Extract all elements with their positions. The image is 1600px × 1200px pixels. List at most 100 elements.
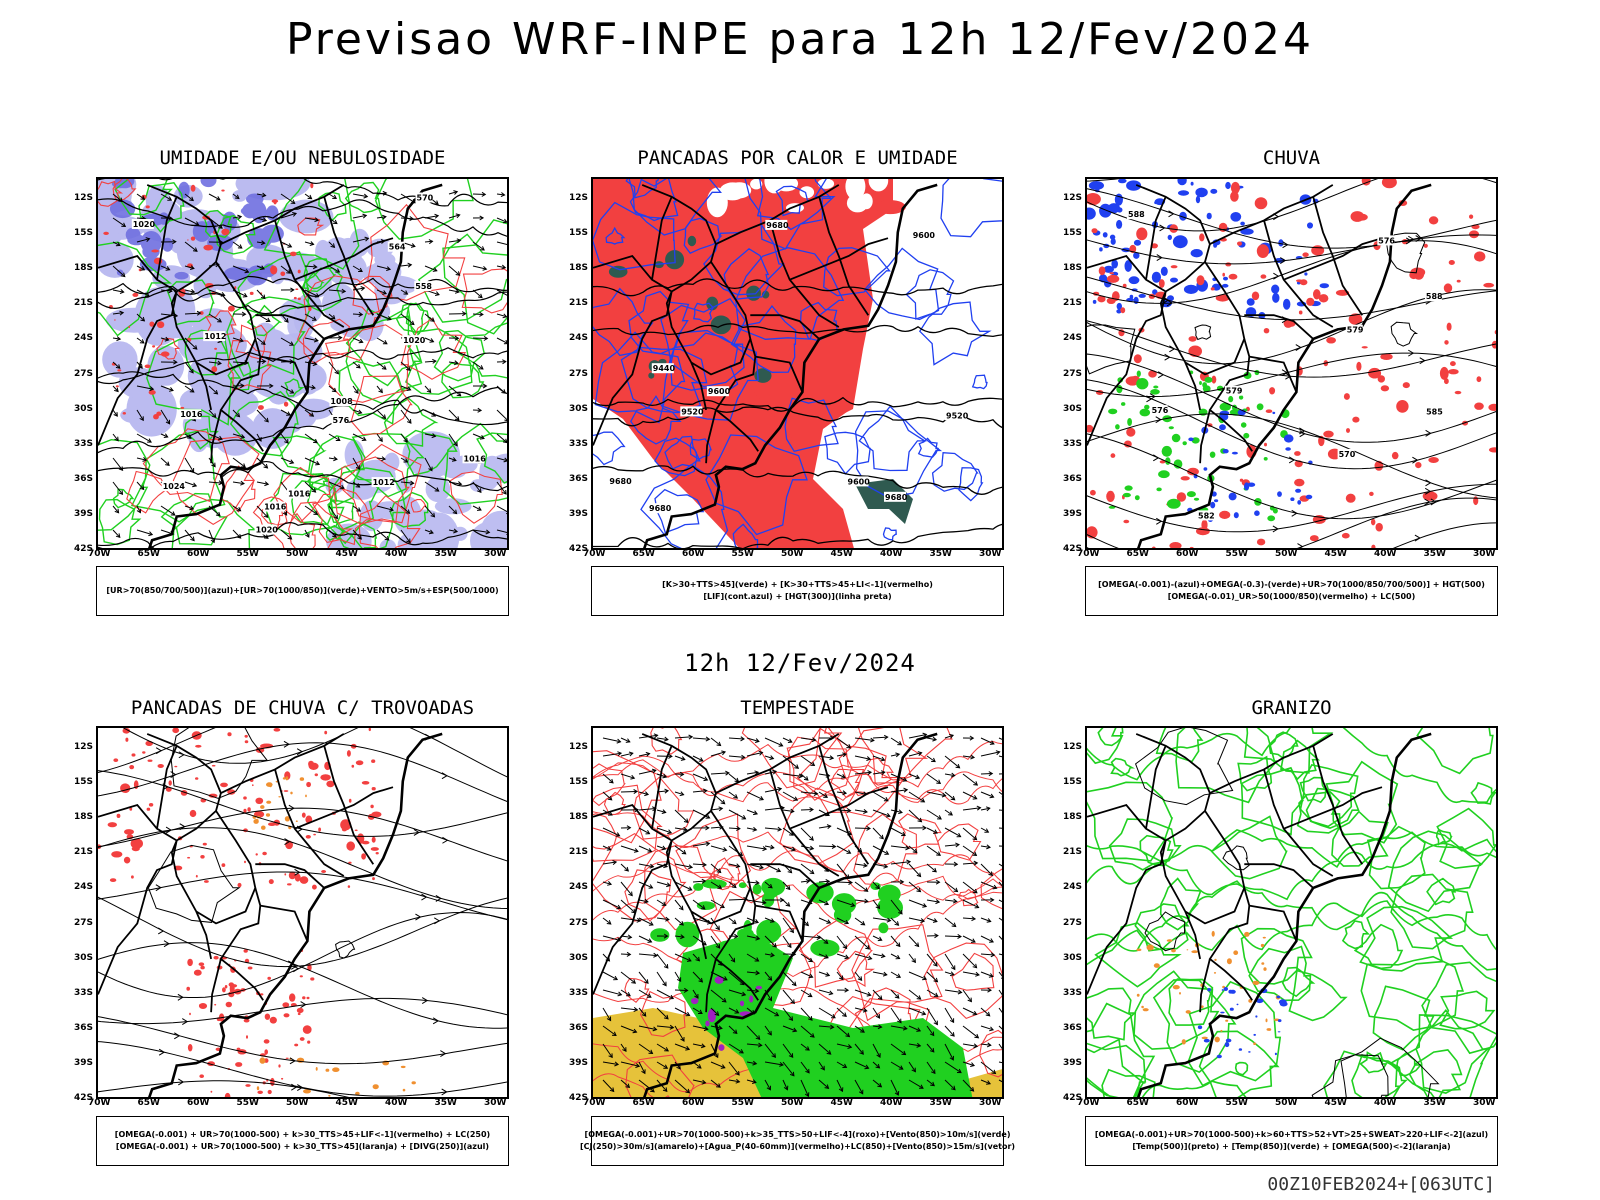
- longitude-tick-label: 40W: [385, 1098, 408, 1108]
- longitude-tick-label: 45W: [335, 549, 358, 559]
- latitude-tick-label: 36S: [569, 1022, 589, 1033]
- contour-label: 582: [1198, 511, 1215, 520]
- contour-labels: 1016 1012 1016 1020 1016 1012 1020 1016 1008 1024…: [131, 192, 486, 535]
- instability-purple-area: [691, 976, 763, 1051]
- longitude-tick-label: 35W: [434, 1098, 457, 1108]
- map-canvas: 9680 9680 9600 9680 9600 9440 9520 9520 9600 9680: [593, 179, 1002, 548]
- contour-label: 9600: [708, 387, 731, 396]
- longitude-tick-label: 55W: [731, 549, 754, 559]
- contour-labels: 588 588 585 582 579 576 570 579 576: [1127, 209, 1443, 521]
- latitude-tick-label: 15S: [1063, 228, 1083, 239]
- temp-850-green-contours: [1087, 728, 1496, 1097]
- contour-label: 1008: [330, 397, 353, 406]
- latitude-tick-label: 24S: [74, 333, 94, 344]
- temp-500-black-contours: [1134, 728, 1440, 1097]
- contour-label: 579: [1347, 326, 1364, 335]
- coastline-and-borders: [98, 183, 443, 548]
- latitude-tick-label: 33S: [1063, 987, 1083, 998]
- map-canvas: 588 588 585 582 579 576 570 579 576: [1087, 179, 1496, 548]
- longitude-tick-label: 60W: [187, 549, 210, 559]
- longitude-tick-label: 55W: [236, 549, 259, 559]
- panel-title: PANCADAS POR CALOR E UMIDADE: [637, 147, 958, 169]
- wind-850-green-patches: [650, 877, 903, 961]
- longitude-tick-label: 60W: [1176, 1098, 1199, 1108]
- contour-label: 585: [1426, 408, 1443, 417]
- latitude-tick-label: 12S: [74, 742, 94, 752]
- longitude-tick-label: 60W: [1176, 549, 1199, 559]
- latitude-tick-label: 27S: [74, 917, 94, 928]
- temp-850-green-lines: [1087, 728, 1496, 1097]
- latitude-tick-label: 42S: [74, 1093, 94, 1103]
- map-legend: [OMEGA(-0.001) + UR>70(1000-500) + k>30_…: [96, 1116, 509, 1166]
- contour-label: 1020: [256, 526, 279, 535]
- latitude-tick-label: 24S: [569, 882, 589, 893]
- latitude-tick-label: 27S: [1063, 917, 1083, 928]
- contour-label: 1016: [288, 490, 311, 499]
- longitude-tick-label: 55W: [1225, 549, 1248, 559]
- latitude-tick-label: 15S: [1063, 777, 1083, 788]
- latitude-tick-label: 12S: [1063, 193, 1083, 203]
- longitude-tick-label: 65W: [1126, 549, 1149, 559]
- latitude-tick-label: 15S: [74, 777, 94, 788]
- run-info-footer: 00Z10FEB2024+[063UTC]: [1267, 1174, 1495, 1195]
- latitude-tick-label: 42S: [1063, 544, 1083, 554]
- longitude-tick-label: 55W: [236, 1098, 259, 1108]
- longitude-tick-label: 35W: [929, 1098, 952, 1108]
- longitude-tick-label: 35W: [1423, 1098, 1446, 1108]
- legend-text: [OMEGA(-0.01)_UR>50(1000/850)(vermelho) …: [1167, 592, 1416, 601]
- longitude-tick-label: 40W: [880, 549, 903, 559]
- latitude-tick-label: 18S: [1063, 263, 1083, 274]
- longitude-tick-label: 30W: [484, 549, 507, 559]
- panel-title: CHUVA: [1262, 147, 1321, 169]
- latitude-tick-label: 18S: [74, 812, 94, 823]
- forecast-map: [96, 726, 509, 1099]
- latitude-tick-label: 27S: [74, 368, 94, 379]
- latitude-tick-label: 12S: [74, 193, 94, 203]
- longitude-tick-label: 70W: [88, 1098, 111, 1108]
- thunder-red-area-south: [186, 947, 315, 1097]
- latitude-tick-label: 21S: [74, 298, 94, 309]
- latitude-tick-label: 42S: [74, 544, 94, 554]
- longitude-tick-label: 45W: [1324, 549, 1347, 559]
- longitude-tick-label: 45W: [1324, 1098, 1347, 1108]
- forecast-map: [591, 726, 1004, 1099]
- panel-title: UMIDADE E/OU NEBULOSIDADE: [159, 147, 446, 169]
- latitude-tick-label: 33S: [74, 987, 94, 998]
- longitude-tick-label: 65W: [632, 1098, 655, 1108]
- legend-text: [UR>70(850/700/500)](azul)+[UR>70(1000/8…: [106, 586, 499, 595]
- latitude-tick-label: 15S: [569, 228, 589, 239]
- map-canvas: [98, 728, 507, 1097]
- wind-850-vectors: [602, 732, 1002, 1097]
- contour-label: 588: [1128, 210, 1145, 219]
- longitude-tick-label: 50W: [781, 1098, 804, 1108]
- contour-label: 9680: [609, 477, 632, 486]
- forecast-map: 1016 1012 1016 1020 1016 1012 1020 1016 1008 1024…: [96, 177, 509, 550]
- longitude-tick-label: 50W: [1275, 549, 1298, 559]
- longitude-tick-label: 30W: [979, 1098, 1002, 1108]
- longitude-tick-label: 65W: [137, 1098, 160, 1108]
- longitude-tick-label: 55W: [1225, 1098, 1248, 1108]
- omega-500-orange-area: [1136, 930, 1281, 1045]
- contour-label: 576: [1378, 236, 1395, 245]
- latitude-tick-label: 18S: [74, 263, 94, 274]
- legend-text: [CJ(250)>30m/s](amarelo)+[Agua_P(40-60mm…: [579, 1142, 1016, 1151]
- contour-labels: 9680 9680 9600 9680 9600 9440 9520 9520 9600 9680: [608, 219, 969, 514]
- longitude-tick-label: 30W: [1473, 1098, 1496, 1108]
- legend-text: [OMEGA(-0.001)+UR>70(1000-500)+k>60+TTS>…: [1094, 1130, 1489, 1139]
- red-area-gaps: [706, 179, 889, 218]
- longitude-tick-label: 65W: [1126, 1098, 1149, 1108]
- closed-circulation-loops: [147, 728, 356, 959]
- latitude-tick-label: 33S: [569, 987, 589, 998]
- latitude-tick-label: 39S: [1063, 508, 1083, 519]
- longitude-tick-label: 55W: [731, 1098, 754, 1108]
- latitude-tick-label: 36S: [74, 1022, 94, 1033]
- contour-label: 558: [415, 282, 432, 291]
- contour-label: 564: [389, 243, 406, 252]
- latitude-tick-label: 30S: [74, 952, 94, 963]
- latitude-tick-label: 39S: [74, 508, 94, 519]
- latitude-tick-label: 42S: [1063, 1093, 1083, 1103]
- latitude-tick-label: 33S: [74, 438, 94, 449]
- latitude-tick-label: 36S: [1063, 1022, 1083, 1033]
- latitude-tick-label: 15S: [569, 777, 589, 788]
- longitude-tick-label: 45W: [830, 1098, 853, 1108]
